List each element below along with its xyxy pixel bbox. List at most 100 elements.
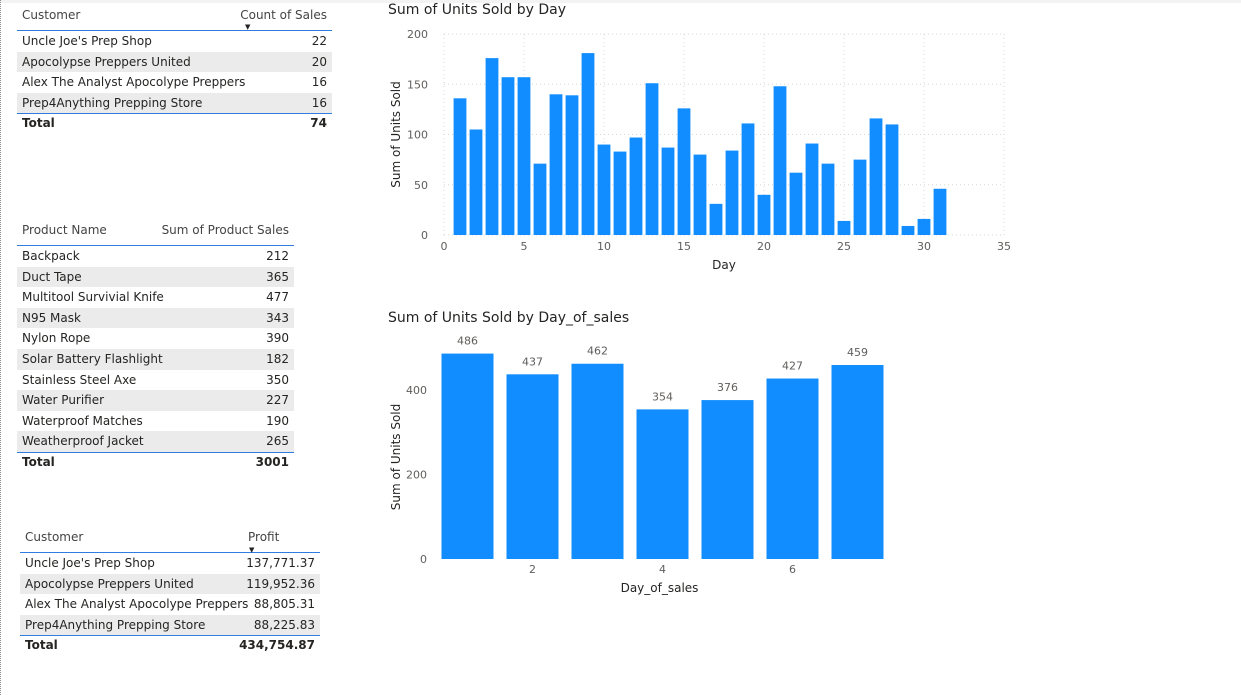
table-row[interactable]: Water Purifier 227 xyxy=(17,390,294,411)
data-label: 437 xyxy=(522,355,543,368)
row-label: Waterproof Matches xyxy=(22,413,143,428)
col-header-product-name[interactable]: Product Name xyxy=(22,223,107,237)
total-label: Total xyxy=(22,454,55,469)
data-label: 354 xyxy=(652,390,673,403)
bar xyxy=(701,400,754,559)
table-row[interactable]: Waterproof Matches 190 xyxy=(17,411,294,432)
row-label: Backpack xyxy=(22,249,80,263)
row-value: 88,805.31 xyxy=(253,597,315,612)
row-label: Alex The Analyst Apocolype Preppers xyxy=(22,75,246,90)
total-value: 74 xyxy=(310,116,327,131)
data-label: 376 xyxy=(717,381,738,394)
row-label: Prep4Anything Prepping Store xyxy=(22,95,203,110)
table-row[interactable]: Prep4Anything Prepping Store 16 xyxy=(17,92,332,114)
row-value: 365 xyxy=(266,269,289,284)
page-left-border xyxy=(0,0,2,695)
row-value: 16 xyxy=(311,75,327,90)
x-axis-label: Day xyxy=(712,258,736,272)
col-header-profit[interactable]: Profit xyxy=(248,530,280,544)
chart-title: Sum of Units Sold by Day xyxy=(388,2,566,18)
y-tick-label: 150 xyxy=(407,78,428,91)
bar xyxy=(565,95,579,236)
table-row[interactable]: Apocolypse Preppers United 20 xyxy=(17,51,332,73)
y-tick-label: 200 xyxy=(407,28,428,41)
y-tick-label: 400 xyxy=(406,384,427,397)
bar xyxy=(469,129,483,235)
bar xyxy=(661,147,675,235)
bar xyxy=(869,118,883,235)
col-header-customer[interactable]: Customer xyxy=(25,530,84,544)
row-label: Water Purifier xyxy=(22,393,105,408)
bar xyxy=(917,218,931,235)
data-label: 427 xyxy=(782,360,803,373)
units-by-day-of-sales-plot[interactable]: 0 200 400 486 437 462 354 376 427 459 2 4 6 Day_of_sa… xyxy=(380,305,920,605)
table-row[interactable]: Alex The Analyst Apocolype Preppers 16 xyxy=(17,72,332,93)
bar xyxy=(485,58,499,236)
bar xyxy=(757,194,771,235)
row-label: Apocolypse Preppers United xyxy=(25,576,194,591)
row-value: 20 xyxy=(311,54,327,69)
bar xyxy=(885,124,899,235)
col-header-sum-of-product-sales[interactable]: Sum of Product Sales xyxy=(161,223,289,237)
row-value: 265 xyxy=(266,434,289,449)
x-tick-label: 35 xyxy=(997,240,1011,253)
table-row[interactable]: Alex The Analyst Apocolype Preppers 88,80… xyxy=(20,594,320,615)
x-tick-label: 4 xyxy=(659,563,666,576)
bar xyxy=(805,143,819,235)
sort-desc-icon[interactable]: ▼ xyxy=(249,546,255,554)
data-label: 459 xyxy=(847,346,868,359)
table-row[interactable]: Weatherproof Jacket 265 xyxy=(17,431,294,452)
y-axis-label: Sum of Units Sold xyxy=(389,404,403,511)
row-value: 390 xyxy=(266,331,289,346)
table-row[interactable]: Multitool Survivial Knife 477 xyxy=(17,287,294,308)
table-row[interactable]: Apocolypse Preppers United 119,952.36 xyxy=(20,573,320,595)
y-tick-label: 100 xyxy=(407,129,428,142)
row-value: 343 xyxy=(266,310,289,325)
table-row[interactable]: Prep4Anything Prepping Store 88,225.83 xyxy=(20,614,320,636)
bar xyxy=(597,144,611,235)
table-header: Customer Profit ▼ xyxy=(20,528,320,554)
table-header: Product Name Sum of Product Sales xyxy=(17,221,294,246)
product-sales-table[interactable]: Product Name Sum of Product Sales Backpa… xyxy=(17,221,294,473)
table-body: Uncle Joe's Prep Shop 137,771.37 Apocolyps… xyxy=(20,553,320,636)
total-value: 434,754.87 xyxy=(239,638,315,653)
table-total-row: Total 434,754.87 xyxy=(20,635,320,656)
bar xyxy=(501,77,515,235)
x-tick-label: 10 xyxy=(597,240,611,253)
bar xyxy=(693,154,707,235)
table-total-row: Total 3001 xyxy=(17,451,294,473)
table-row[interactable]: Solar Battery Flashlight 182 xyxy=(17,348,294,370)
table-row[interactable]: Backpack 212 xyxy=(17,246,294,267)
row-value: 190 xyxy=(266,413,289,428)
row-value: 16 xyxy=(311,95,327,110)
table-row[interactable]: Uncle Joe's Prep Shop 22 xyxy=(17,31,332,52)
sort-desc-icon[interactable]: ▼ xyxy=(245,23,251,31)
table-row[interactable]: Uncle Joe's Prep Shop 137,771.37 xyxy=(20,553,320,574)
bar xyxy=(581,53,595,235)
customer-profit-table[interactable]: Customer Profit ▼ Uncle Joe's Prep Shop 1… xyxy=(20,528,320,656)
row-label: Uncle Joe's Prep Shop xyxy=(25,556,155,570)
x-tick-label: 6 xyxy=(789,563,796,576)
bar xyxy=(453,98,467,235)
table-row[interactable]: Stainless Steel Axe 350 xyxy=(17,370,294,391)
y-tick-label: 0 xyxy=(420,553,427,566)
bar xyxy=(613,151,627,235)
x-tick-label: 2 xyxy=(529,563,536,576)
bar xyxy=(741,123,755,235)
row-value: 182 xyxy=(266,351,289,366)
bar xyxy=(629,137,643,235)
bar xyxy=(645,83,659,236)
table-row[interactable]: N95 Mask 343 xyxy=(17,307,294,329)
units-by-day-of-sales-chart[interactable]: Sum of Units Sold by Day_of_sales 0 200 40… xyxy=(380,305,920,605)
table-row[interactable]: Nylon Rope 390 xyxy=(17,328,294,349)
col-header-count-of-sales[interactable]: Count of Sales xyxy=(240,8,327,22)
row-label: Alex The Analyst Apocolype Preppers xyxy=(25,597,249,612)
bar xyxy=(677,108,691,235)
col-header-customer[interactable]: Customer xyxy=(22,8,81,22)
table-row[interactable]: Duct Tape 365 xyxy=(17,266,294,288)
units-by-day-chart[interactable]: Sum of Units Sold by Day 0 50 100 150 200 0 5 1… xyxy=(380,0,1020,285)
bar xyxy=(506,374,559,559)
customer-count-table[interactable]: Customer Count of Sales ▼ Uncle Joe's Pr… xyxy=(17,6,332,134)
y-tick-label: 50 xyxy=(414,179,428,192)
